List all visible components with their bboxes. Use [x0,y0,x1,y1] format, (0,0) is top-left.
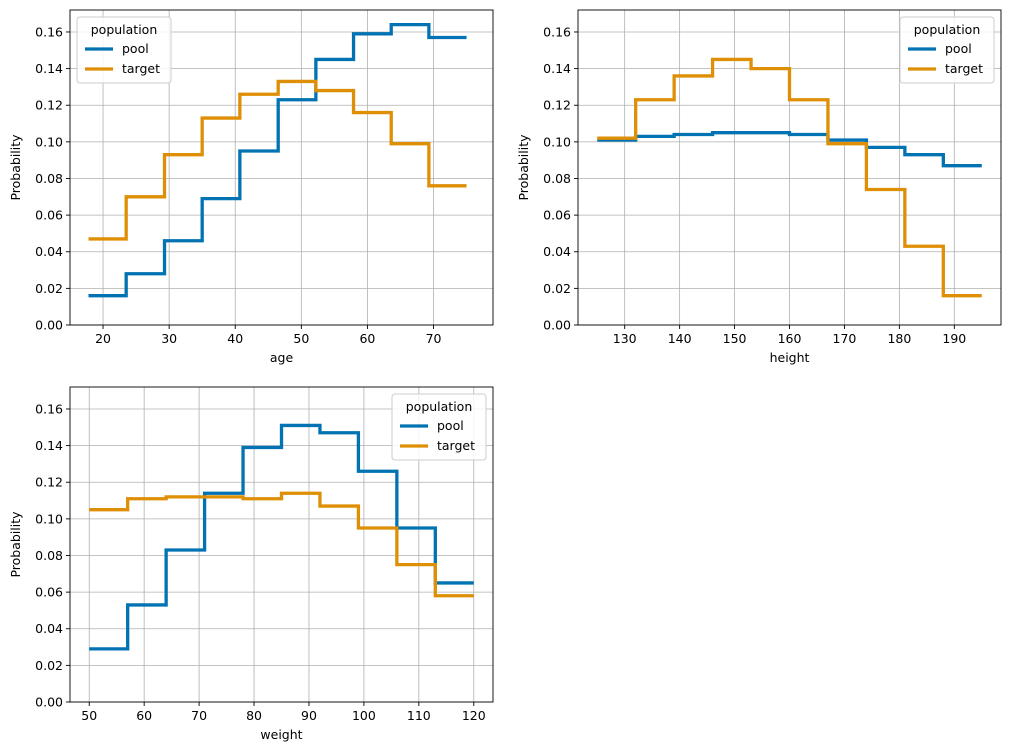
legend-title: population [914,22,981,37]
y-axis-label: Probability [8,511,23,578]
x-tick-label: 150 [723,331,747,346]
y-tick-label: 0.12 [543,98,571,113]
x-tick-label: 100 [352,708,376,723]
y-tick-label: 0.04 [35,621,63,636]
legend-title: population [91,22,158,37]
x-axis-label: height [770,350,810,365]
y-tick-label: 0.06 [543,208,571,223]
y-tick-label: 0.02 [35,281,63,296]
legend-box [899,16,995,84]
x-tick-label: 80 [246,708,262,723]
axes-frame [69,386,494,703]
y-tick-label: 0.10 [35,511,63,526]
x-tick-label: 180 [887,331,911,346]
chart-panel-height: 130 140 150 160 170 180 190 0.00 0.02 0.04 0.06 0.0… [516,9,1002,365]
x-tick-label: 50 [293,331,309,346]
x-tick-label: 160 [778,331,802,346]
x-tick-label: 30 [161,331,177,346]
legend-entry-pool: pool [437,418,464,433]
y-tick-label: 0.12 [35,98,63,113]
legend-entry-pool: pool [122,41,149,56]
y-tick-label: 0.02 [543,281,571,296]
x-tick-label: 140 [668,331,692,346]
y-tick-label: 0.08 [35,171,63,186]
legend: population pool target [391,393,487,461]
x-tick-label: 110 [407,708,431,723]
y-tick-label: 0.08 [543,171,571,186]
x-axis-label: age [270,350,294,365]
y-tick-label: 0.10 [35,134,63,149]
x-tick-label: 130 [613,331,637,346]
legend: population pool target [899,16,995,84]
series-line-pool [597,131,982,168]
legend-entry-target: target [945,61,983,76]
y-tick-label: 0.14 [543,61,571,76]
legend: population pool target [76,16,172,84]
chart-panel-weight: 50 60 70 80 90 100 110 120 0.00 0.02 0.04 0.06 0.08 0… [8,386,494,742]
y-tick-label: 0.10 [543,134,571,149]
y-tick-label: 0.00 [543,318,571,333]
y-tick-label: 0.00 [35,695,63,710]
y-axis-label: Probability [516,134,531,201]
x-tick-label: 20 [95,331,111,346]
series-line-pool [88,23,467,298]
y-tick-label: 0.04 [35,244,63,259]
y-tick-label: 0.14 [35,61,63,76]
series-line-target [88,79,467,241]
x-tick-label: 50 [81,708,97,723]
y-tick-label: 0.16 [35,24,63,39]
y-tick-label: 0.04 [543,244,571,259]
y-tick-label: 0.06 [35,585,63,600]
y-tick-label: 0.14 [35,438,63,453]
axes-frame [69,9,494,326]
legend-box [76,16,172,84]
x-tick-label: 70 [426,331,442,346]
y-tick-label: 0.12 [35,475,63,490]
x-tick-label: 190 [942,331,966,346]
chart-panel-age: 20 30 40 50 60 70 0.00 0.02 0.04 0.06 0.08 0.10 0.12… [8,9,494,365]
y-tick-label: 0.00 [35,318,63,333]
x-tick-label: 60 [359,331,375,346]
legend-entry-target: target [437,438,475,453]
y-tick-label: 0.08 [35,548,63,563]
x-tick-label: 40 [227,331,243,346]
series-line-pool [89,423,474,651]
x-tick-label: 120 [462,708,486,723]
legend-entry-pool: pool [945,41,972,56]
y-axis-label: Probability [8,134,23,201]
y-tick-label: 0.02 [35,658,63,673]
x-tick-label: 170 [833,331,857,346]
x-tick-label: 60 [136,708,152,723]
x-axis-label: weight [260,727,302,742]
y-tick-label: 0.16 [543,24,571,39]
series-line-target [597,57,982,298]
x-tick-label: 90 [301,708,317,723]
legend-box [391,393,487,461]
x-tick-label: 70 [191,708,207,723]
y-tick-label: 0.16 [35,401,63,416]
legend-entry-target: target [122,61,160,76]
y-tick-label: 0.06 [35,208,63,223]
series-line-target [89,491,474,598]
legend-title: population [406,399,473,414]
